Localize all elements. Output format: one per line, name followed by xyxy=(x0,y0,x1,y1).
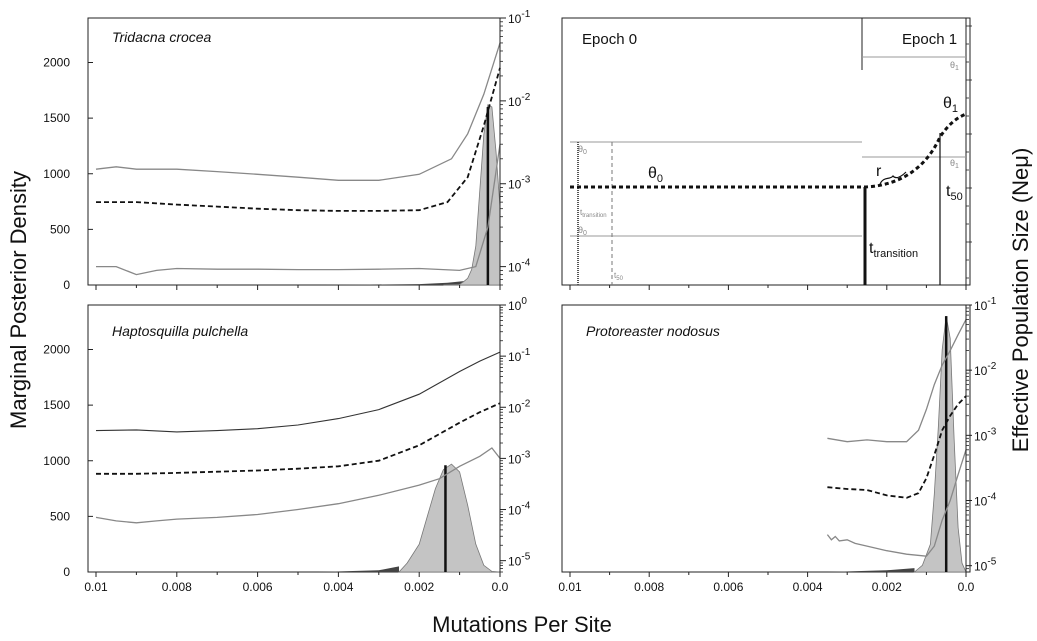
x-tick-label: 0.002 xyxy=(872,580,902,594)
series-lower-line xyxy=(95,447,501,524)
density-area xyxy=(443,104,501,286)
y-right-tick-label: 10-5 xyxy=(508,552,531,569)
density-tail-area xyxy=(827,568,915,572)
y-right-tick-label: 10-4 xyxy=(508,501,531,518)
y-left-tick-label: 2000 xyxy=(43,56,70,70)
y-right-tick-label: 100 xyxy=(508,296,527,313)
t-transition-label: ttransition xyxy=(869,240,918,260)
panel-frame xyxy=(561,17,971,286)
y-right-tick-label: 10-4 xyxy=(508,258,531,275)
r-label: r xyxy=(876,163,882,180)
y-right-tick-label: 10-4 xyxy=(974,492,997,509)
axes-layer xyxy=(569,18,972,290)
y-left-tick-label: 1500 xyxy=(43,111,70,125)
x-tick-label: 0.006 xyxy=(713,580,743,594)
y-left-tick-label: 500 xyxy=(50,509,70,523)
series-median-line xyxy=(96,402,501,475)
lines-layer xyxy=(826,319,967,557)
y-left-tick-label: 1000 xyxy=(43,167,70,181)
panel-haptosquilla-pulchella: Haptosquilla pulchella 0.01 0.008 0.006 0.0… xyxy=(43,296,530,594)
density-layer xyxy=(827,316,967,573)
y-right-tick-label: 10-5 xyxy=(974,557,997,574)
small-t-transition-label: ttransition xyxy=(580,208,607,219)
theta1-label: θ1 xyxy=(943,95,958,115)
y-left-tick-label: 0 xyxy=(63,565,70,579)
y-right-tick-label: 10-2 xyxy=(508,398,531,415)
small-theta0-upper: θ0 xyxy=(578,144,587,156)
axes-layer: 0 500 1000 1500 2000 10-4 10-3 10-2 10-1 xyxy=(43,9,530,292)
y-left-tick-label: 2000 xyxy=(43,343,70,357)
density-area xyxy=(913,316,967,573)
epoch1-label: Epoch 1 xyxy=(902,31,957,48)
x-tick-label: 0.01 xyxy=(84,580,108,594)
series-lower-line xyxy=(826,449,967,557)
panel-title: Tridacna crocea xyxy=(112,29,212,45)
y-left-title: Marginal Posterior Density xyxy=(6,171,31,429)
panel-schematic: Epoch 0 Epoch 1 θ0 θ0 θ1 θ1 ttransition … xyxy=(561,17,972,290)
y-right-tick-label: 10-3 xyxy=(974,426,997,443)
x-tick-label: 0.006 xyxy=(243,580,273,594)
lines-layer xyxy=(95,42,501,276)
y-right-tick-label: 10-2 xyxy=(508,92,531,109)
panel-protoreaster-nodosus: Protoreaster nodosus 0.01 0.008 0.006 0.004… xyxy=(558,296,996,594)
x-tick-label: 0.004 xyxy=(793,580,823,594)
density-layer xyxy=(318,104,501,286)
density-layer xyxy=(318,463,501,573)
axes-layer: 0.01 0.008 0.006 0.004 0.002 0.0 0 500 1000 1500 2… xyxy=(43,296,530,594)
x-title: Mutations Per Site xyxy=(432,612,612,637)
theta0-label: θ0 xyxy=(648,165,663,185)
y-right-tick-label: 10-3 xyxy=(508,449,531,466)
x-tick-label: 0.0 xyxy=(958,580,975,594)
lines-layer xyxy=(95,351,501,524)
t50-label: t50 xyxy=(946,183,963,203)
y-right-title: Effective Population Size (Neμ) xyxy=(1008,148,1033,453)
panel-title: Haptosquilla pulchella xyxy=(112,323,248,339)
panel-frame xyxy=(87,17,501,286)
y-right-tick-label: 10-3 xyxy=(508,175,531,192)
x-tick-label: 0.008 xyxy=(634,580,664,594)
series-median-line xyxy=(827,395,967,499)
epoch0-label: Epoch 0 xyxy=(582,31,637,48)
small-theta0-lower: θ0 xyxy=(578,225,587,237)
series-lower-line xyxy=(96,144,501,276)
series-upper-line xyxy=(827,319,967,443)
x-tick-label: 0.004 xyxy=(323,580,353,594)
x-tick-label: 0.0 xyxy=(492,580,509,594)
series-median-line xyxy=(96,67,501,212)
y-left-tick-label: 0 xyxy=(63,278,70,292)
y-left-tick-label: 500 xyxy=(50,222,70,236)
y-right-tick-label: 10-1 xyxy=(508,9,531,26)
y-left-tick-label: 1500 xyxy=(43,398,70,412)
density-area xyxy=(398,463,501,573)
y-right-tick-label: 10-1 xyxy=(508,347,531,364)
series-upper-line xyxy=(95,351,501,433)
theta-trajectory xyxy=(570,112,967,189)
axes-layer: 0.01 0.008 0.006 0.004 0.002 0.0 10-5 10-4 10-3 1… xyxy=(558,296,996,594)
r-brace xyxy=(879,171,907,185)
x-tick-label: 0.008 xyxy=(162,580,192,594)
density-tail-area xyxy=(318,566,399,572)
panel-title: Protoreaster nodosus xyxy=(586,323,720,339)
small-theta1-upper: θ1 xyxy=(950,60,959,72)
density-tail-area xyxy=(318,281,464,285)
x-tick-label: 0.002 xyxy=(404,580,434,594)
panel-tridacna-crocea: Tridacna crocea 0 500 1000 1500 2000 10-4 10-3… xyxy=(43,9,530,292)
panel-frame xyxy=(561,304,971,573)
small-t50-label: t50 xyxy=(614,271,624,282)
y-left-tick-label: 1000 xyxy=(43,454,70,468)
series-upper-line xyxy=(95,42,501,181)
y-right-tick-label: 10-1 xyxy=(974,296,997,313)
small-theta1-lower: θ1 xyxy=(950,158,959,170)
y-right-tick-label: 10-2 xyxy=(974,361,997,378)
x-tick-label: 0.01 xyxy=(558,580,582,594)
